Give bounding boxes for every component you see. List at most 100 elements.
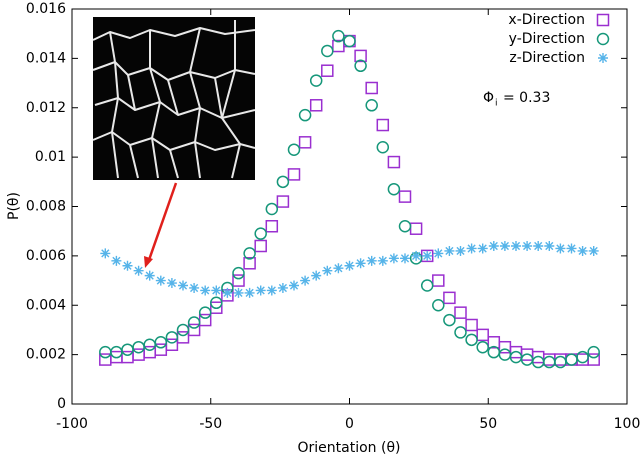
asterisk-marker [544, 241, 555, 251]
asterisk-marker [377, 255, 388, 266]
x-tick-label: 100 [614, 416, 641, 432]
y-tick-label: 0.002 [26, 347, 66, 363]
asterisk-marker [555, 243, 566, 254]
square-marker [365, 81, 378, 95]
circle-marker [387, 182, 401, 196]
circle-marker [354, 59, 367, 73]
square-marker [232, 274, 245, 287]
inset-image [92, 17, 256, 268]
y-tick-label: 0.004 [26, 297, 66, 313]
asterisk-marker [344, 260, 355, 271]
circle-marker [99, 345, 112, 359]
asterisk-marker [200, 285, 211, 296]
x-tick-label: 0 [345, 416, 354, 432]
square-marker [409, 222, 423, 235]
square-marker [398, 190, 412, 203]
circle-marker [132, 340, 145, 354]
y-tick-label: 0.006 [26, 248, 66, 264]
circle-marker [554, 355, 567, 369]
asterisk-marker [244, 287, 255, 298]
legend-label: z-Direction [509, 50, 585, 66]
circle-marker [298, 108, 312, 122]
circle-marker [465, 333, 478, 347]
circle-marker [543, 355, 556, 369]
annotation: Φ i = 0.33 [483, 90, 550, 109]
asterisk-marker [166, 278, 177, 289]
circle-marker [176, 323, 190, 337]
square-marker [354, 49, 367, 63]
circle-marker [398, 220, 412, 233]
y-tick-label: 0.014 [26, 50, 66, 66]
asterisk-marker [422, 250, 433, 261]
asterisk-marker [333, 263, 344, 274]
asterisk-marker [222, 287, 233, 298]
square-marker [298, 136, 312, 149]
square-marker [576, 353, 589, 366]
asterisk-marker [400, 253, 410, 264]
circle-marker [121, 343, 134, 356]
square-marker [243, 257, 256, 270]
circle-marker [321, 44, 334, 58]
series [100, 241, 599, 298]
asterisk-marker [233, 287, 244, 298]
square-marker [443, 291, 456, 305]
square-marker [432, 274, 445, 287]
circle-marker [187, 316, 201, 329]
asterisk-marker [133, 265, 144, 276]
square-marker [309, 99, 323, 112]
asterisk-marker [211, 285, 222, 296]
circle-marker [443, 313, 456, 327]
asterisk-marker [533, 241, 544, 251]
asterisk-marker [411, 250, 422, 261]
circle-marker [565, 353, 578, 366]
y-tick-label: 0.008 [26, 199, 66, 215]
circle-marker [265, 202, 279, 216]
asterisk-marker [477, 243, 488, 254]
asterisk-marker [366, 255, 377, 266]
circle-marker [332, 29, 345, 43]
asterisk-marker [289, 280, 299, 291]
asterisk-marker [466, 243, 477, 254]
plot-frame [71, 8, 628, 405]
circle-marker [243, 247, 256, 260]
asterisk-marker [111, 255, 122, 266]
asterisk-marker [455, 245, 466, 256]
circle-marker [454, 326, 467, 339]
square-marker [287, 168, 301, 181]
y-axis-label: P(θ) [6, 192, 22, 220]
asterisk-marker [588, 245, 599, 256]
y-tick-label: 0.01 [35, 149, 66, 165]
square-marker [554, 353, 567, 366]
circle-marker [476, 340, 489, 354]
asterisk-marker [322, 265, 333, 276]
circle-marker [420, 279, 434, 292]
circle-marker [498, 348, 512, 361]
square-marker [596, 13, 610, 27]
x-tick-label: -50 [199, 416, 222, 432]
y-tick-label: 0 [57, 396, 66, 412]
circle-marker [432, 299, 445, 312]
series [99, 29, 600, 369]
asterisk-marker [577, 245, 588, 256]
square-marker [265, 220, 279, 233]
asterisk-marker [388, 253, 399, 264]
square-marker [276, 195, 290, 208]
circle-marker [198, 306, 212, 319]
asterisk-marker [155, 275, 166, 286]
circle-marker [154, 336, 168, 349]
circle-marker [587, 345, 600, 359]
x-axis-label: Orientation (θ) [298, 440, 401, 456]
x-tick-label: 50 [479, 416, 497, 432]
asterisk-marker [100, 248, 111, 259]
square-marker [465, 318, 478, 332]
legend-label: x-Direction [508, 12, 585, 28]
square-marker [210, 301, 223, 314]
asterisk-marker [311, 270, 322, 281]
square-marker [543, 353, 556, 366]
asterisk-marker [266, 285, 277, 296]
asterisk-marker [122, 260, 133, 271]
asterisk-marker [355, 258, 366, 269]
square-marker [476, 328, 489, 342]
annotation-subscript: i [495, 99, 498, 109]
